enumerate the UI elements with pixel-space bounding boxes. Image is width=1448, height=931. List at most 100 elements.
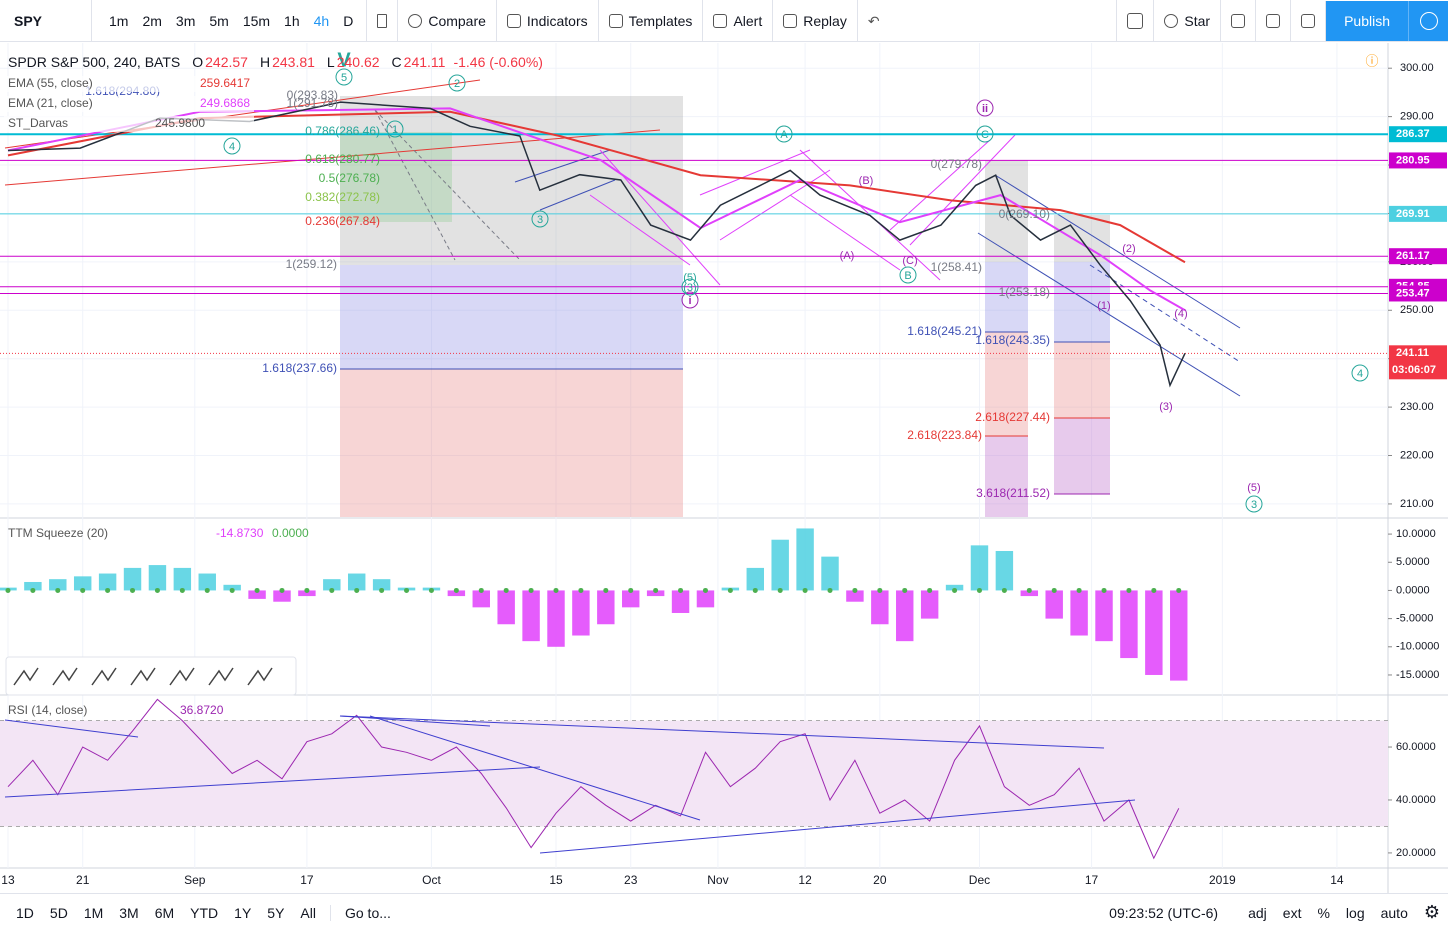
range-button[interactable]: All — [300, 904, 316, 921]
icon — [1127, 12, 1144, 29]
squeeze-tick-label: 10.0000 — [1396, 528, 1436, 540]
ohlc-label: C — [392, 54, 402, 70]
publish-menu[interactable] — [1408, 0, 1448, 41]
goto-button[interactable]: Go to... — [329, 904, 405, 921]
trend-line — [4, 79, 481, 149]
squeeze-dot — [204, 587, 210, 593]
fib-label: 1(291.78) — [287, 96, 338, 110]
squeeze-dot — [279, 587, 285, 593]
publish-button[interactable]: Publish — [1325, 0, 1408, 41]
wave-circle — [448, 74, 466, 92]
drawing-tool-icon[interactable] — [13, 667, 39, 686]
scale-option[interactable]: adj — [1248, 904, 1267, 921]
trend-line — [4, 129, 661, 186]
drawing-tool-icon[interactable] — [169, 667, 195, 686]
wave-label: 3 — [537, 214, 543, 226]
toolbar-button[interactable]: Templates — [597, 0, 703, 42]
squeeze-bar — [98, 573, 117, 591]
snapshot[interactable] — [1290, 0, 1325, 42]
wave-circle — [1351, 364, 1369, 382]
icon — [506, 13, 521, 28]
toolbar-button[interactable]: Indicators — [495, 0, 598, 42]
squeeze-bar — [248, 590, 266, 599]
range-button[interactable]: 5D — [49, 904, 68, 921]
time-tick-label: 12 — [798, 873, 812, 887]
scale-option[interactable]: % — [1317, 904, 1330, 921]
wave-label: (1) — [1097, 300, 1110, 312]
range-button[interactable]: 1D — [16, 904, 34, 921]
fib-label: 1(259.12) — [286, 257, 337, 271]
star-button[interactable]: Star — [1153, 0, 1220, 42]
interval[interactable]: 3m — [175, 12, 196, 29]
scale-option[interactable]: ext — [1282, 904, 1302, 921]
range-button[interactable]: YTD — [190, 904, 219, 921]
toolbar-button[interactable]: Replay — [772, 0, 857, 42]
squeeze-bar — [871, 590, 889, 625]
interval[interactable]: 5m — [209, 12, 229, 29]
squeeze-dot — [902, 587, 908, 593]
scale-option[interactable]: log — [1345, 904, 1365, 921]
scale-option[interactable]: auto — [1380, 904, 1408, 921]
fullscreen[interactable] — [1255, 0, 1290, 42]
drawing-tool-icon[interactable] — [247, 667, 273, 686]
toolbar-button[interactable]: Compare — [397, 0, 496, 42]
time-tick-label: 17 — [300, 873, 314, 887]
price-tick-label: 230.00 — [1400, 401, 1434, 413]
settings[interactable] — [1220, 0, 1255, 42]
wave-label: 4 — [229, 141, 235, 153]
range-button[interactable]: 1Y — [234, 904, 252, 921]
drawing-toolbar — [5, 656, 297, 696]
range-button[interactable]: 5Y — [267, 904, 285, 921]
squeeze-dot — [428, 587, 434, 593]
trend-line — [699, 149, 811, 196]
drawing-tool-icon[interactable] — [130, 667, 156, 686]
trend-line — [514, 149, 611, 183]
chart-style[interactable] — [366, 0, 397, 42]
fib-label: 0.382(272.78) — [305, 190, 380, 204]
fib-label: 2.618(227.44) — [975, 410, 1050, 424]
toolbar-button[interactable]: Alert — [702, 0, 772, 42]
drawing-tool-icon[interactable] — [91, 667, 117, 686]
symbol[interactable]: SPY — [0, 0, 92, 42]
icon — [1164, 13, 1179, 28]
interval[interactable]: 15m — [242, 12, 271, 29]
top-toolbar: SPY 1m 2m 3m 5m 15m 1h 4h D Compare Indicators Temp… — [0, 0, 1448, 42]
drawing-tool-icon[interactable] — [52, 667, 78, 686]
price-line — [7, 101, 1186, 388]
price-label: 286.37 — [1396, 128, 1430, 140]
squeeze-bar — [173, 567, 192, 591]
price-tick-label: 300.00 — [1400, 62, 1434, 74]
drawing-tool-icon[interactable] — [208, 667, 234, 686]
time-tick-label: 21 — [76, 873, 90, 887]
range-button[interactable]: 6M — [154, 904, 175, 921]
squeeze-bar — [24, 581, 42, 591]
undo[interactable]: ↶ — [856, 0, 890, 42]
interval[interactable]: D — [343, 12, 354, 29]
squeeze-dot — [254, 587, 260, 593]
ohlc-value: 242.57 — [205, 54, 248, 70]
squeeze-dot — [528, 587, 534, 593]
fib-zone — [1054, 342, 1110, 418]
button-label: Compare — [428, 12, 486, 29]
wave-label: (5) — [1247, 482, 1260, 494]
fib-zone — [340, 96, 683, 265]
interval[interactable]: 2m — [142, 12, 162, 29]
interval[interactable]: 4h — [313, 12, 330, 29]
squeeze-dot — [503, 587, 509, 593]
interval[interactable]: 1h — [284, 12, 300, 29]
scale-settings[interactable]: ⚙ — [1423, 902, 1440, 922]
ema-55-line — [7, 110, 1186, 264]
fib-label: 2.618(223.84) — [907, 428, 982, 442]
range-button[interactable]: 1M — [83, 904, 104, 921]
trend-line — [4, 766, 541, 798]
layout-toggle[interactable] — [1116, 0, 1153, 42]
squeeze-dot — [1001, 587, 1007, 593]
squeeze-bar — [671, 590, 690, 613]
wave-label: (B) — [859, 175, 874, 187]
icon — [713, 13, 728, 28]
interval[interactable]: 1m — [109, 12, 129, 29]
time-tick-label: 2019 — [1209, 873, 1236, 887]
squeeze-dot — [354, 587, 360, 593]
range-button[interactable]: 3M — [119, 904, 139, 921]
